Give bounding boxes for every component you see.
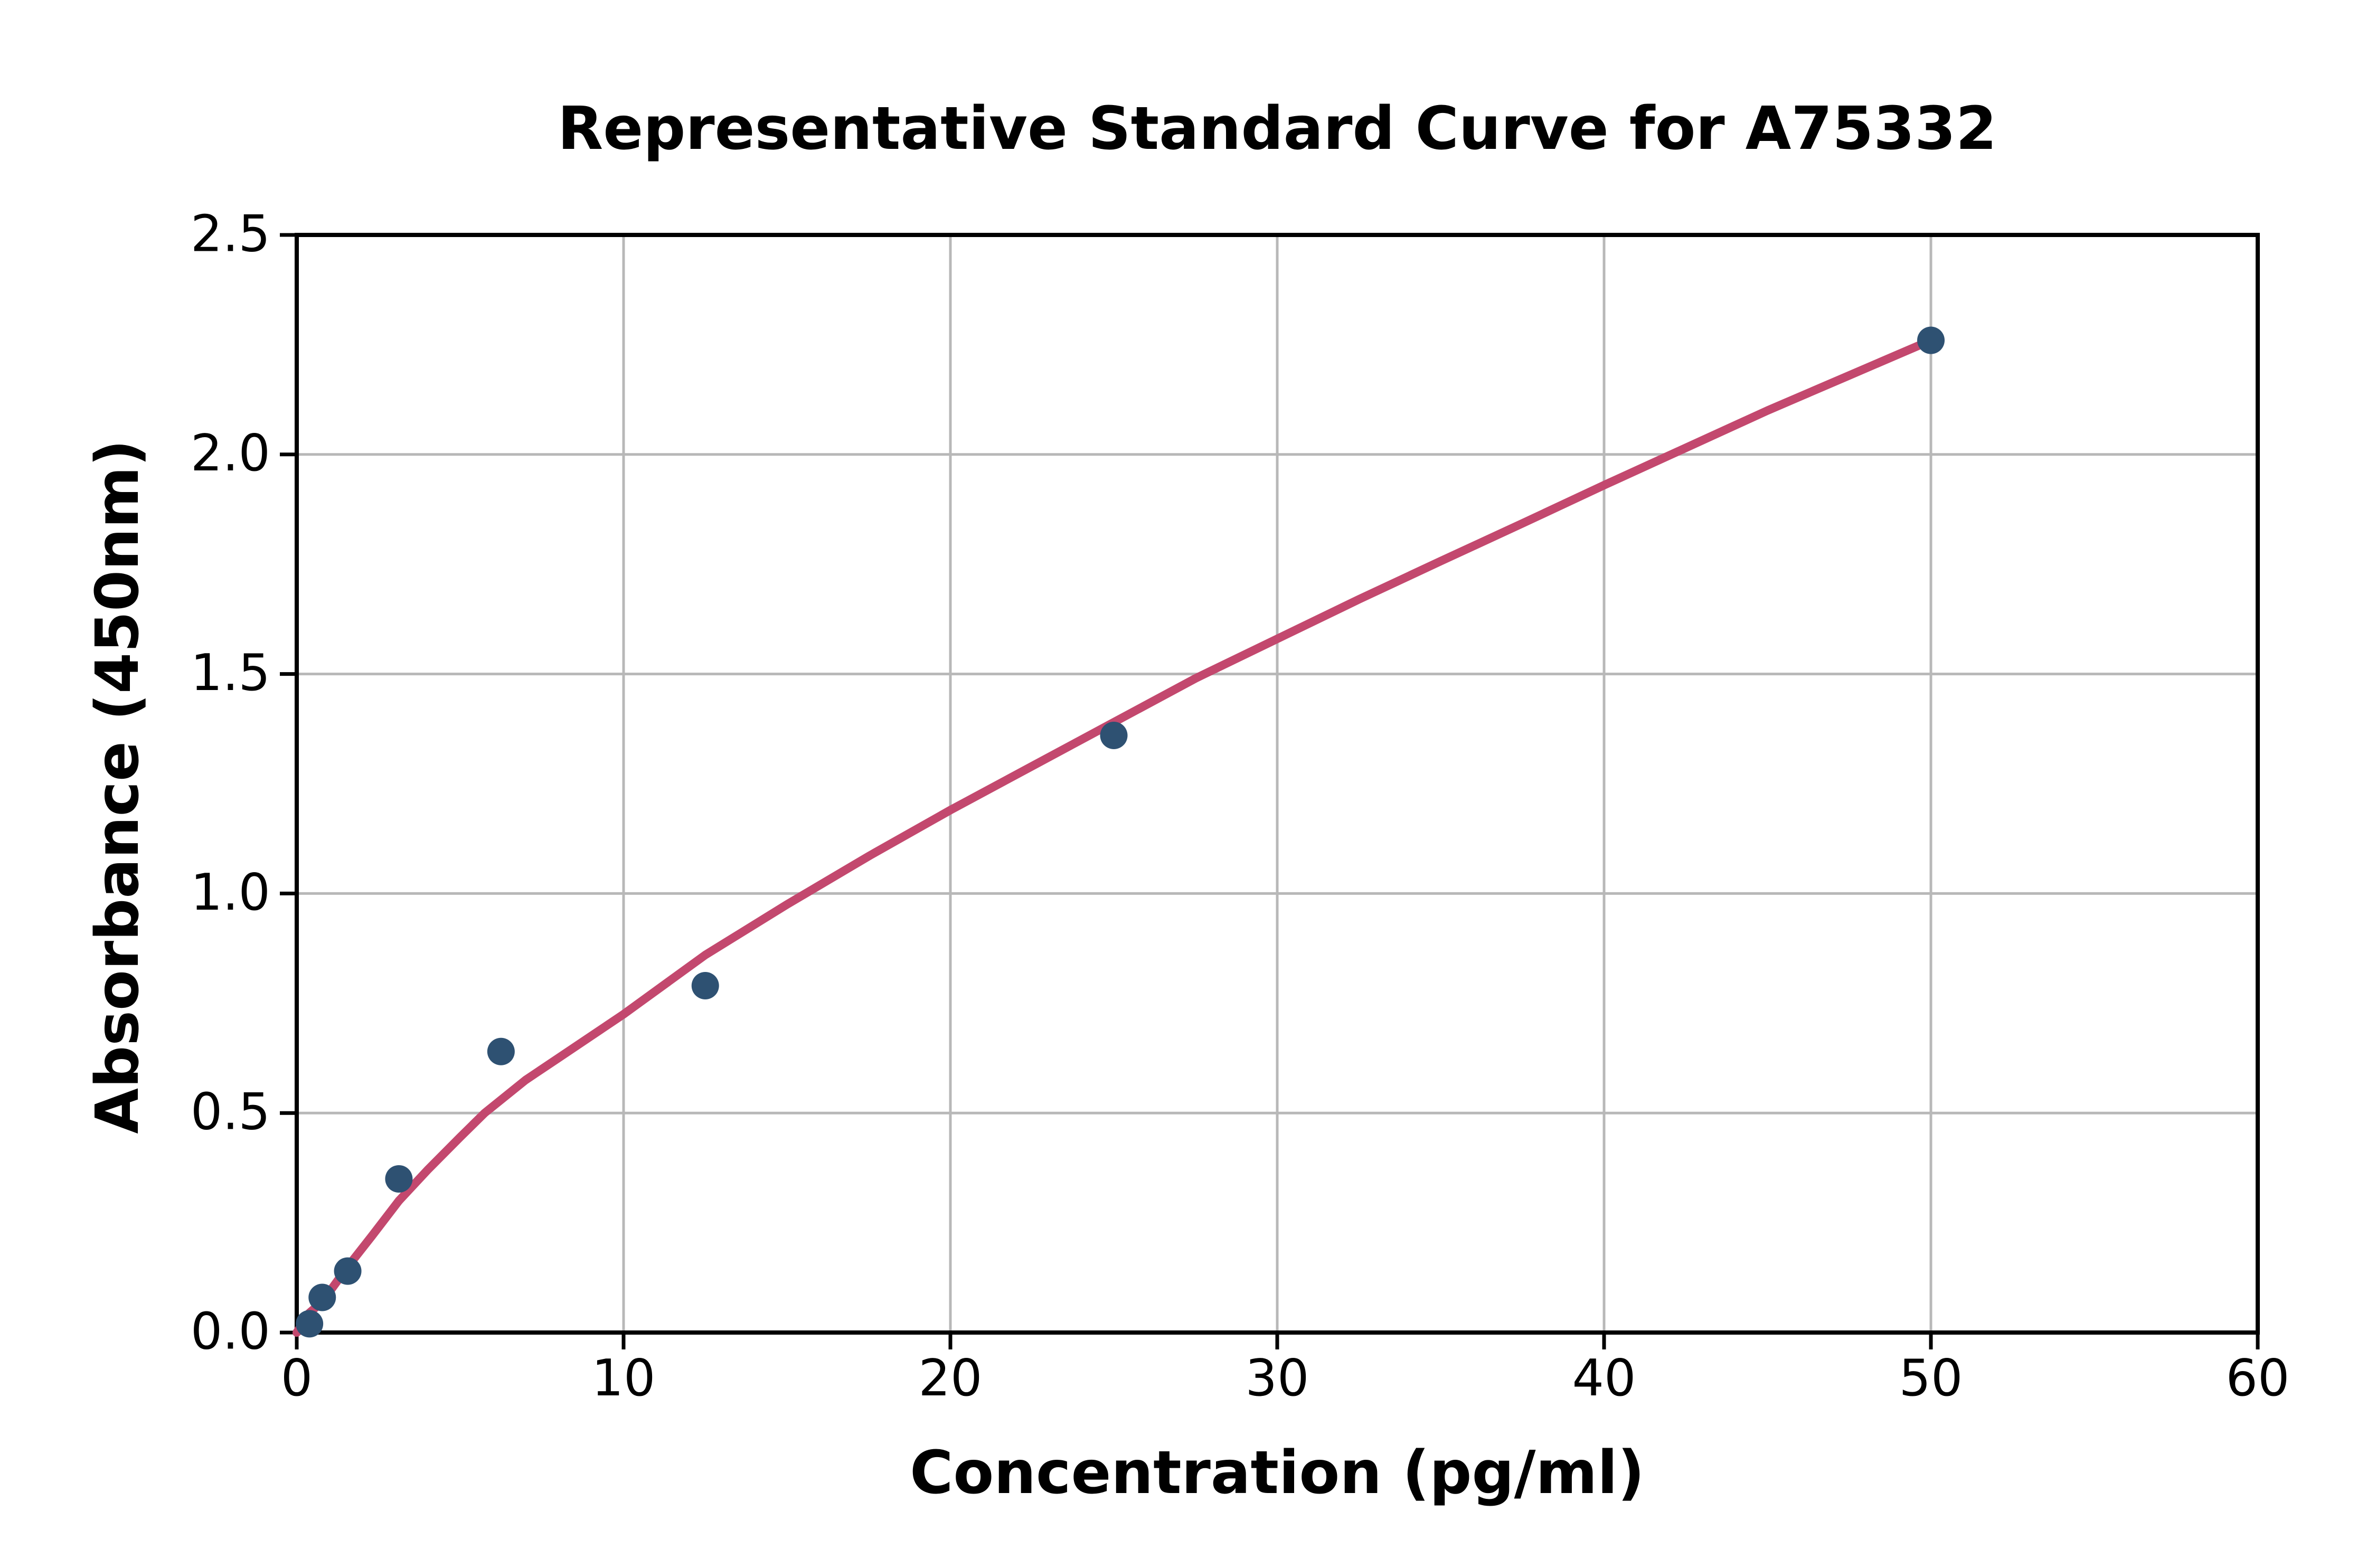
data-point xyxy=(334,1257,362,1285)
chart-title: Representative Standard Curve for A75332 xyxy=(558,95,1997,163)
x-tick-label: 60 xyxy=(2226,1349,2290,1408)
data-point xyxy=(296,1310,324,1338)
x-axis-label: Concentration (pg/ml) xyxy=(910,1439,1645,1507)
y-axis-label: Absorbance (450nm) xyxy=(83,439,152,1134)
data-point xyxy=(487,1037,515,1065)
data-point xyxy=(691,972,719,1000)
y-tick-label: 1.0 xyxy=(191,864,270,922)
x-tick-label: 30 xyxy=(1246,1349,1309,1408)
fit-curve xyxy=(293,336,1935,1337)
y-tick-label: 0.0 xyxy=(191,1302,270,1361)
data-point xyxy=(385,1165,413,1193)
y-tick-label: 0.5 xyxy=(191,1083,270,1141)
data-point xyxy=(1100,722,1128,750)
y-tick-label: 1.5 xyxy=(191,644,270,702)
y-tick-label: 2.0 xyxy=(191,424,270,483)
data-point xyxy=(308,1283,336,1311)
x-tick-label: 20 xyxy=(919,1349,983,1408)
y-tick-label: 2.5 xyxy=(191,205,270,263)
x-tick-label: 10 xyxy=(592,1349,656,1408)
x-tick-label: 0 xyxy=(281,1349,313,1408)
x-tick-label: 40 xyxy=(1572,1349,1636,1408)
data-point xyxy=(1917,326,1945,354)
x-tick-label: 50 xyxy=(1899,1349,1963,1408)
